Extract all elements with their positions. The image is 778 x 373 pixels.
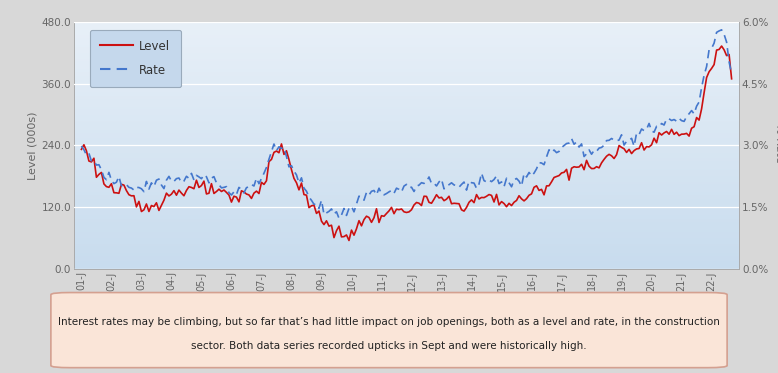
Y-axis label: % Rate*: % Rate* — [774, 123, 778, 168]
Y-axis label: Level (000s): Level (000s) — [27, 111, 37, 180]
Text: sector. Both data series recorded upticks in Sept and were historically high.: sector. Both data series recorded uptick… — [191, 341, 587, 351]
FancyBboxPatch shape — [51, 292, 727, 368]
Legend: Level, Rate: Level, Rate — [89, 29, 181, 87]
Text: Interest rates may be climbing, but so far that’s had little impact on job openi: Interest rates may be climbing, but so f… — [58, 317, 720, 327]
X-axis label: Year & Month: Year & Month — [367, 299, 446, 312]
